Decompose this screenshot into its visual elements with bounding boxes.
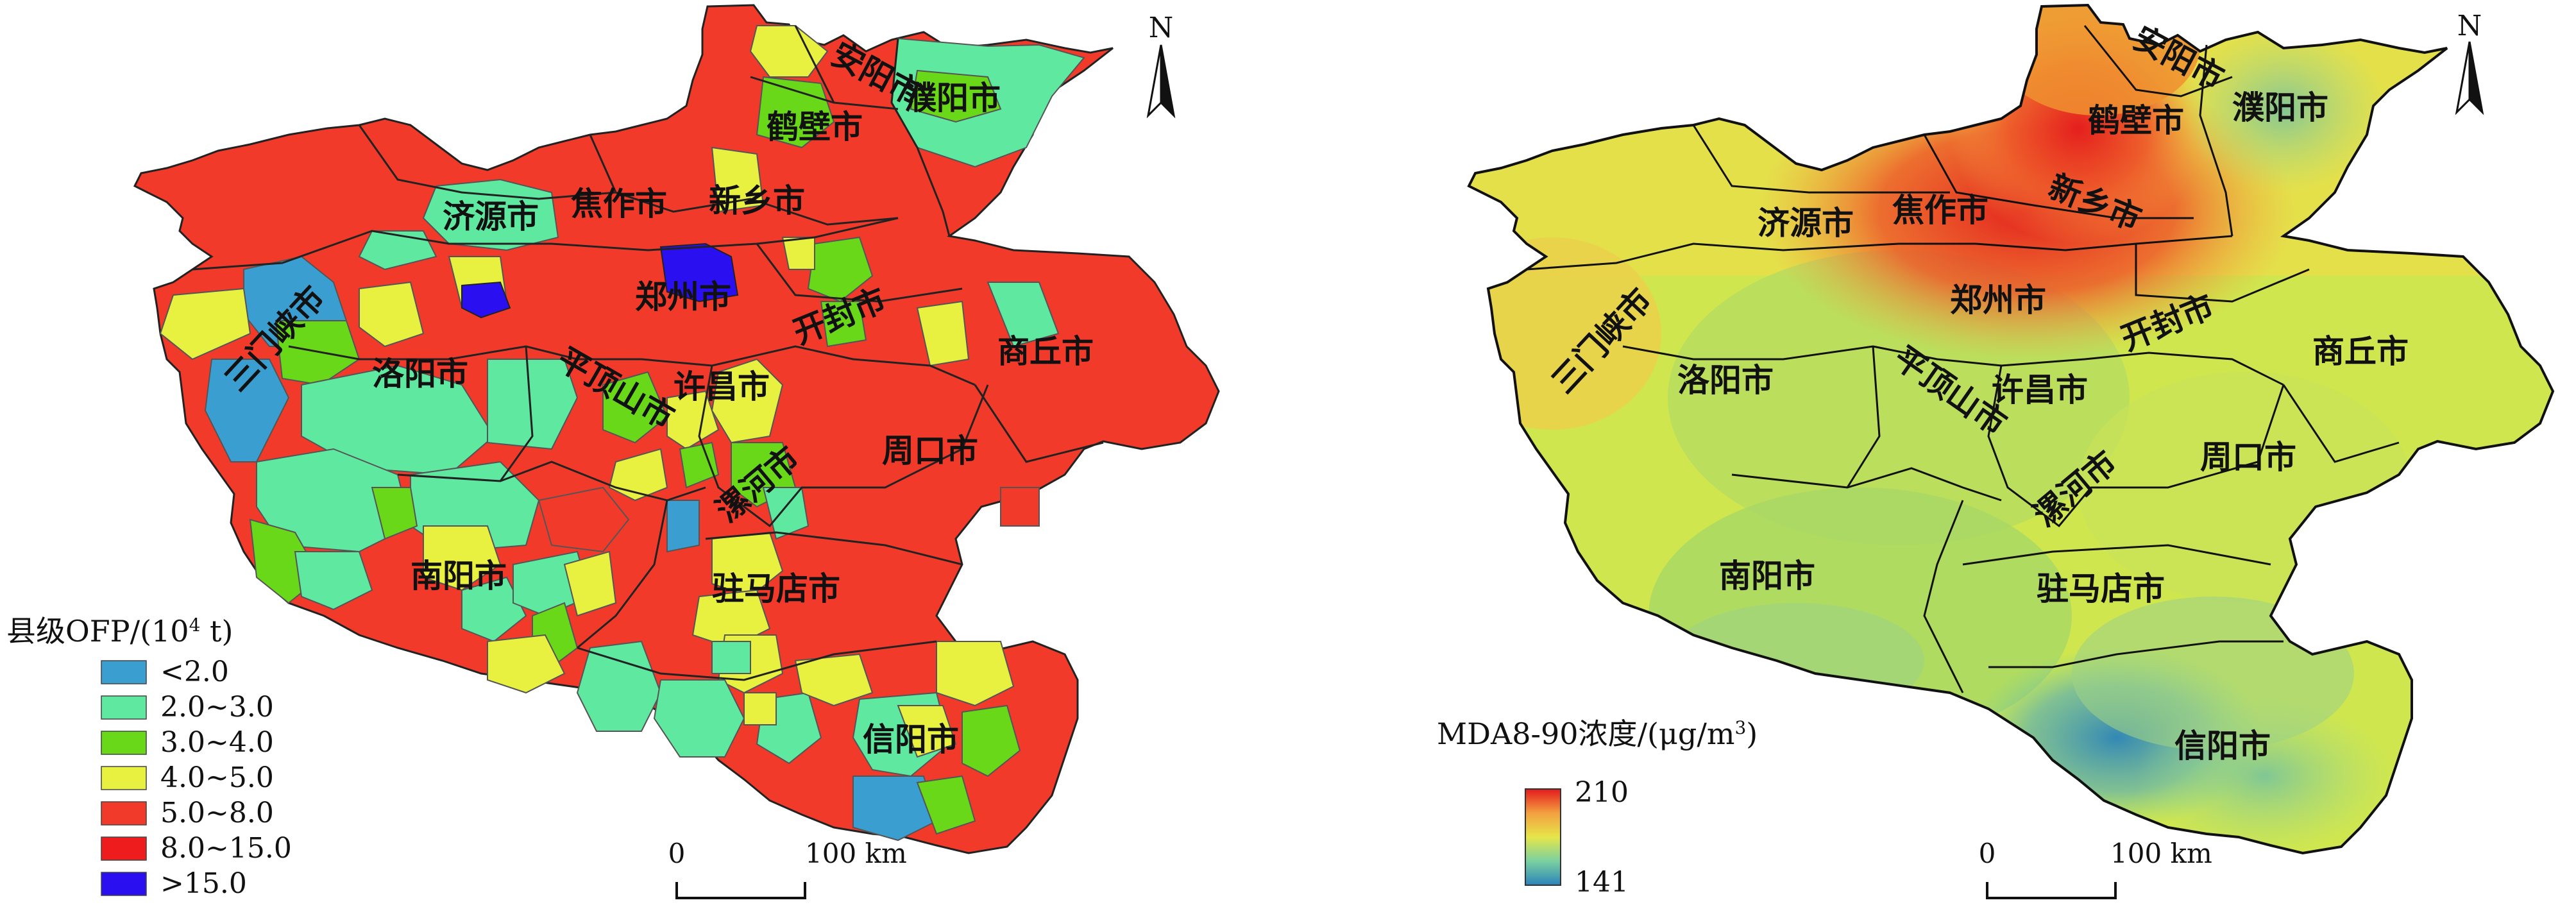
legend-swatch <box>101 766 147 790</box>
legend-label: >15.0 <box>160 867 247 900</box>
left-choropleth-map: 安阳市 濮阳市 鹤壁市 新乡市 济源市 焦作市 三门峡市 郑州市 开封市 商丘市… <box>6 4 1220 900</box>
left-label-shangqiu: 商丘市 <box>997 332 1094 370</box>
right-label-zhengzhou: 郑州市 <box>1950 281 2046 319</box>
legend-swatch <box>101 872 147 896</box>
left-legend: 县级OFP/(104 t) <2.02.0~3.03.0~4.04.0~5.05… <box>6 614 292 900</box>
right-colorbar-max: 210 <box>1575 776 1629 809</box>
left-label-xinxiang: 新乡市 <box>709 182 805 219</box>
right-label-hebi: 鹤壁市 <box>2088 101 2184 139</box>
legend-label: <2.0 <box>160 656 229 688</box>
right-legend-title: MDA8-90浓度/(μg/m3) <box>1437 716 1758 751</box>
left-north-label: N <box>1149 12 1174 44</box>
left-scale-bar: 0 100 km <box>668 838 907 899</box>
legend-swatch <box>101 660 147 684</box>
right-label-zhoukou: 周口市 <box>2200 438 2296 476</box>
right-label-jiyuan: 济源市 <box>1758 204 1854 242</box>
right-scale-zero: 0 <box>1979 838 1996 869</box>
left-label-zhengzhou: 郑州市 <box>635 278 731 316</box>
left-label-nanyang: 南阳市 <box>411 557 507 595</box>
right-prefecture-boundaries <box>1526 25 2400 693</box>
left-label-puyang: 濮阳市 <box>904 79 1001 117</box>
left-label-jiyuan: 济源市 <box>443 198 539 235</box>
right-legend: MDA8-90浓度/(μg/m3) 210 141 <box>1437 716 1758 899</box>
right-label-xuchang: 许昌市 <box>1992 371 2088 409</box>
right-scale-end: 100 km <box>2110 838 2212 869</box>
right-concentration-map: 安阳市 濮阳市 鹤壁市 新乡市 济源市 焦作市 三门峡市 郑州市 开封市 商丘市… <box>1437 3 2555 899</box>
left-county-max-zhengzhou <box>659 242 739 303</box>
left-prefecture-boundaries <box>192 25 1104 681</box>
right-scale-bar: 0 100 km <box>1979 838 2212 899</box>
legend-swatch <box>101 695 147 720</box>
legend-label: 8.0~15.0 <box>160 832 292 865</box>
left-county-patches <box>159 25 1085 842</box>
left-label-hebi: 鹤壁市 <box>767 108 863 146</box>
legend-label: 5.0~8.0 <box>160 797 274 829</box>
legend-label: 2.0~3.0 <box>160 691 274 724</box>
left-scale-zero: 0 <box>668 838 686 869</box>
left-scale-end: 100 km <box>805 838 907 869</box>
right-label-shangqiu: 商丘市 <box>2312 332 2409 370</box>
right-label-puyang: 濮阳市 <box>2232 89 2328 126</box>
right-label-zhumadian: 驻马店市 <box>2037 570 2165 607</box>
legend-label: 3.0~4.0 <box>160 726 274 759</box>
right-province-outline <box>1467 3 2555 855</box>
left-label-xuchang: 许昌市 <box>674 368 770 405</box>
right-colorbar-min: 141 <box>1575 866 1629 899</box>
right-north-arrow-icon <box>2455 41 2471 115</box>
right-label-xinyang: 信阳市 <box>2174 727 2271 765</box>
legend-swatch <box>101 836 147 861</box>
right-north-arrow: N <box>2455 10 2484 115</box>
left-label-jiaozuo: 焦作市 <box>571 185 667 223</box>
right-colorbar <box>1525 788 1561 886</box>
legend-label: 4.0~5.0 <box>160 761 274 794</box>
left-legend-title: 县级OFP/(104 t) <box>6 614 233 648</box>
right-label-jiaozuo: 焦作市 <box>1892 191 1988 229</box>
right-label-luoyang: 洛阳市 <box>1677 361 1774 399</box>
left-county-max-luoyang <box>461 281 511 319</box>
left-north-arrow-icon <box>1146 44 1162 119</box>
left-label-zhumadian: 驻马店市 <box>712 570 840 607</box>
right-label-nanyang: 南阳市 <box>1719 557 1815 595</box>
legend-swatch <box>101 731 147 755</box>
left-label-xinyang: 信阳市 <box>863 720 959 758</box>
left-north-arrow: N <box>1146 12 1176 119</box>
left-label-zhoukou: 周口市 <box>882 432 978 470</box>
right-north-label: N <box>2457 10 2482 42</box>
left-label-luoyang: 洛阳市 <box>372 355 468 393</box>
legend-swatch <box>101 801 147 826</box>
